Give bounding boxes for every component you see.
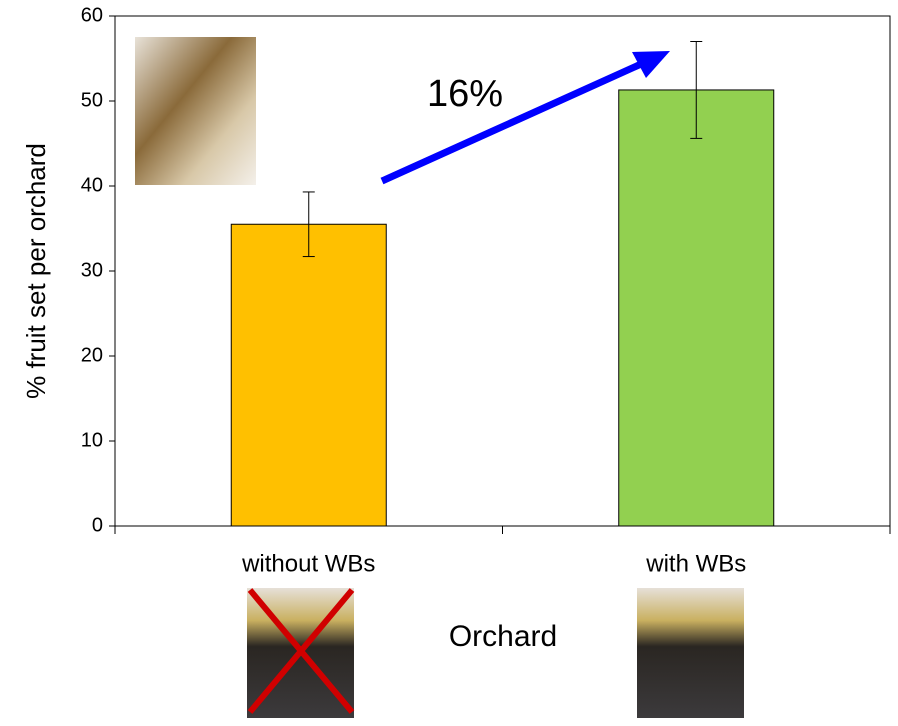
- y-axis-label: % fruit set per orchard: [21, 143, 51, 399]
- y-tick-label: 50: [81, 89, 103, 111]
- bee-photo: [637, 588, 744, 718]
- y-tick-label: 60: [81, 4, 103, 26]
- arrow: [380, 56, 652, 185]
- bar: [230, 223, 387, 527]
- y-tick-label: 20: [81, 344, 103, 366]
- x-tick-label: without WBs: [241, 550, 375, 577]
- arrow-head: [632, 51, 670, 78]
- y-tick-label: 30: [81, 259, 103, 281]
- annotation: 16%: [427, 73, 503, 115]
- y-tick-label: 0: [92, 514, 103, 536]
- x-tick-label: with WBs: [645, 550, 746, 577]
- y-tick-label: 40: [81, 174, 103, 196]
- bar: [618, 89, 775, 527]
- flower-photo: [135, 37, 256, 185]
- y-tick-label: 10: [81, 429, 103, 451]
- cross-line: [247, 588, 355, 714]
- x-axis-label: Orchard: [449, 620, 557, 653]
